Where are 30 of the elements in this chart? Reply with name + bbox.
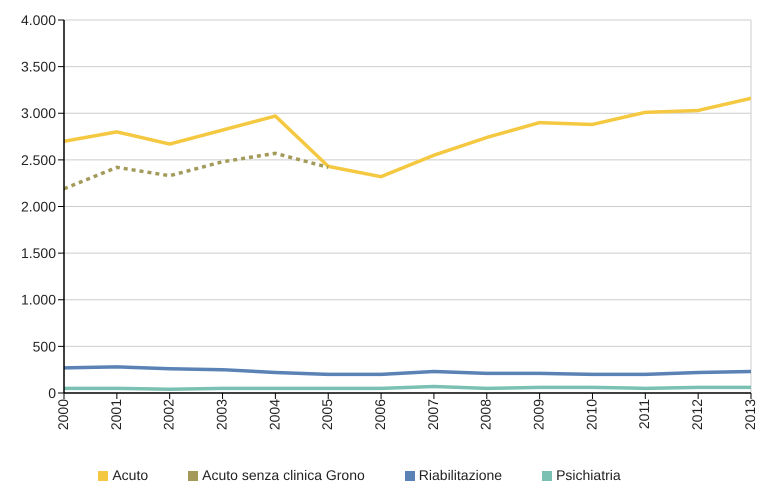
y-tick-label: 1.500 <box>20 245 56 262</box>
x-tick-label: 2009 <box>530 398 547 430</box>
x-tick-label: 2000 <box>54 398 71 430</box>
x-tick-label: 2007 <box>424 398 441 430</box>
x-tick-label: 2006 <box>372 398 388 430</box>
line-series <box>64 365 751 376</box>
x-tick-label: 2001 <box>108 398 124 430</box>
x-tick-label: 2013 <box>742 398 758 430</box>
x-tick-label: 2008 <box>478 398 494 430</box>
x-tick-label: 2010 <box>583 398 600 430</box>
y-tick-label: 4.000 <box>20 12 56 28</box>
x-tick-label: 2012 <box>689 398 706 430</box>
legend-label: Psichiatria <box>556 467 621 483</box>
y-tick-label: 2.500 <box>20 152 56 168</box>
x-tick-label: 2003 <box>213 398 230 430</box>
x-tick-label: 2002 <box>160 398 177 430</box>
y-tick-label: 2.000 <box>20 198 56 214</box>
x-tick-label: 2011 <box>636 398 652 430</box>
y-tick-label: 500 <box>32 338 56 354</box>
line-series <box>64 152 330 191</box>
legend-label: Riabilitazione <box>418 467 502 483</box>
legend-label: Acuto <box>112 467 148 483</box>
y-tick-label: 3.500 <box>20 58 56 75</box>
y-tick-label: 1.000 <box>20 292 56 308</box>
line-series <box>64 96 751 178</box>
y-tick-label: 0 <box>48 384 56 401</box>
x-tick-label: 2005 <box>319 398 336 430</box>
x-tick-label: 2004 <box>266 398 282 430</box>
legend-label: Acuto senza clinica Grono <box>202 467 365 483</box>
y-tick-label: 3.000 <box>20 105 56 122</box>
